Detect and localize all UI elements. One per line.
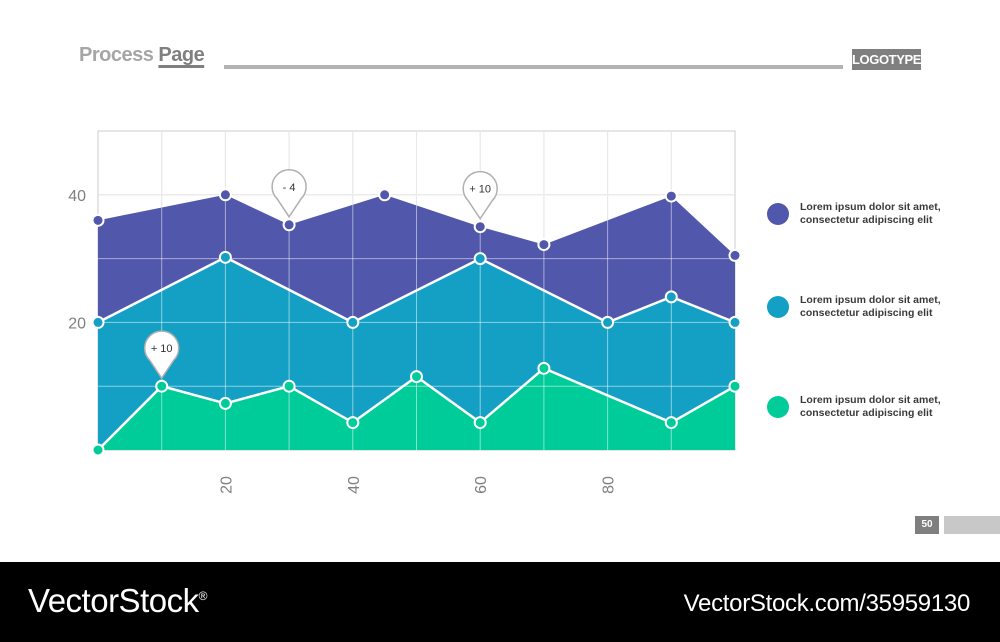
data-point	[664, 189, 678, 203]
y-tick-label: 40	[68, 188, 86, 205]
data-point	[410, 370, 423, 384]
data-point	[282, 379, 296, 393]
x-tick-label: 20	[218, 476, 235, 494]
page-number: 50	[915, 516, 939, 534]
legend-text-1: Lorem ipsum dolor sit amet, consectetur a…	[800, 201, 941, 226]
x-tick-label: 40	[346, 476, 363, 494]
data-point	[728, 379, 742, 393]
data-point	[346, 315, 360, 329]
page-title: Process Page	[79, 44, 205, 67]
annotation-pin	[271, 168, 307, 219]
data-point	[473, 220, 487, 234]
data-point	[282, 218, 296, 232]
data-point	[218, 396, 232, 410]
line-series-3	[97, 366, 736, 451]
data-point	[155, 379, 169, 393]
data-point	[664, 290, 678, 304]
data-point	[91, 443, 105, 457]
legend-text-2: Lorem ipsum dolor sit amet, consectetur a…	[800, 294, 941, 319]
legend-dot-3	[767, 396, 789, 418]
data-point	[378, 188, 392, 202]
legend-text-3: Lorem ipsum dolor sit amet, consectetur a…	[800, 394, 941, 419]
legend-dot-2	[767, 296, 789, 318]
data-point	[91, 315, 105, 329]
annotation-label: - 4	[283, 182, 296, 194]
area-chart: 20 40 20 40 60 80 - 4 + 10 + 10	[68, 130, 742, 494]
data-point	[728, 248, 742, 262]
annotation-pin	[462, 170, 498, 221]
data-point	[664, 416, 678, 430]
data-point	[218, 250, 232, 264]
annotation-label: + 10	[469, 184, 491, 196]
header-divider	[224, 65, 843, 69]
data-point	[537, 361, 551, 375]
x-tick-label: 60	[473, 476, 490, 494]
data-point	[728, 315, 742, 329]
annotation-label: + 10	[151, 343, 173, 355]
data-point	[346, 416, 360, 430]
legend-dot-1	[767, 203, 789, 225]
data-point	[473, 416, 487, 430]
page-title-part1: Process	[79, 44, 154, 66]
data-point	[537, 238, 551, 252]
footer-brand: VectorStock®	[28, 582, 207, 619]
annotation-pin	[143, 330, 180, 380]
y-tick-label: 20	[68, 315, 86, 332]
data-point	[91, 213, 105, 227]
logotype-badge: LOGOTYPE	[852, 49, 921, 70]
page-title-part2: Page	[158, 44, 205, 66]
page-number-bar	[944, 516, 1000, 534]
data-point	[473, 252, 487, 266]
data-point	[601, 315, 615, 329]
footer-bar: VectorStock® VectorStock.com/35959130	[0, 562, 1000, 642]
footer-image-id: VectorStock.com/35959130	[683, 590, 971, 617]
data-point	[218, 188, 232, 202]
x-tick-label: 80	[601, 476, 618, 494]
